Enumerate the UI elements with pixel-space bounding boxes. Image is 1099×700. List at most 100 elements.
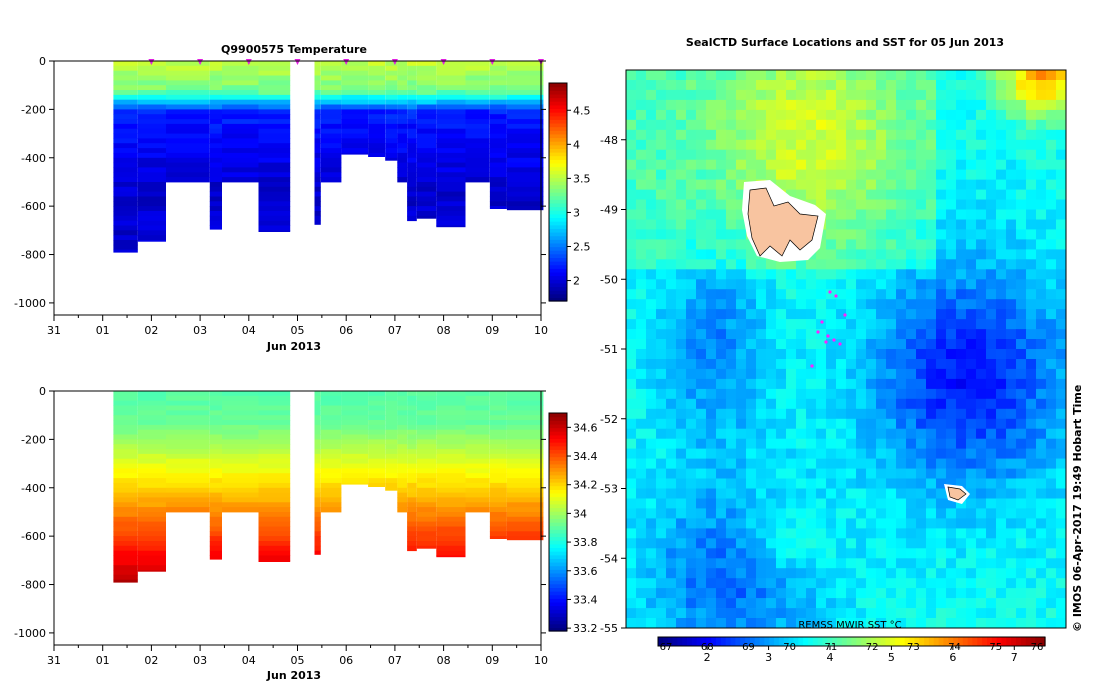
sst-cell — [886, 408, 897, 420]
section-cell — [506, 424, 544, 431]
sst-cell — [996, 438, 1007, 450]
sst-cell — [736, 578, 747, 589]
sst-cell — [646, 608, 657, 619]
sst-cell — [816, 159, 827, 171]
section-cell — [385, 410, 398, 416]
sst-cell — [726, 319, 737, 330]
sst-cell — [736, 488, 747, 499]
sst-cell — [806, 80, 817, 91]
sst-cell — [946, 199, 957, 210]
section-cell — [113, 172, 138, 178]
sst-cell — [966, 498, 977, 509]
sst-cell — [696, 319, 707, 330]
section-cell — [258, 550, 291, 556]
sst-cell — [786, 109, 797, 121]
sst-cell — [816, 428, 827, 440]
sst-cell — [726, 139, 737, 151]
section-cell — [222, 138, 259, 144]
sst-cell — [906, 488, 917, 499]
sst-cell — [1006, 169, 1017, 180]
section-cell — [209, 516, 222, 523]
section-cell — [407, 541, 417, 547]
sst-cell — [1006, 319, 1017, 330]
section-cell — [436, 444, 466, 450]
sst-cell — [946, 299, 957, 310]
sst-cell — [726, 109, 737, 121]
sst-cell — [966, 289, 977, 300]
sst-cell — [676, 109, 687, 121]
sst-cell — [786, 299, 797, 310]
sst-colorbar-swatch — [895, 637, 901, 646]
sst-cell — [736, 438, 747, 450]
sst-cell — [906, 398, 917, 410]
sst-cell — [756, 488, 767, 499]
sst-cell — [896, 398, 907, 410]
sst-cell — [1056, 408, 1067, 420]
sst-colorbar-swatch — [672, 637, 678, 646]
sst-cell — [966, 568, 977, 579]
sst-cell — [626, 518, 637, 529]
sst-colorbar-swatch — [716, 637, 722, 646]
sst-cell — [926, 109, 937, 121]
sst-cell — [766, 418, 777, 430]
sst-cell — [1036, 488, 1047, 499]
sst-cell — [986, 169, 997, 180]
sst-cell — [696, 488, 707, 499]
sst-cell — [736, 339, 747, 350]
sst-cell — [976, 548, 987, 559]
section-cell — [341, 109, 369, 115]
salinity-x-axis: 31 01 02 03 04 05 06 07 08 09 10 — [47, 645, 548, 667]
sst-cell — [996, 149, 1007, 161]
section-cell — [385, 99, 398, 105]
sst-cell — [876, 378, 887, 390]
sst-cell — [996, 109, 1007, 121]
sst-cell — [696, 588, 707, 599]
section-cell — [489, 400, 507, 406]
sst-cell — [706, 418, 717, 430]
sst-cell — [836, 528, 847, 539]
section-cell — [416, 128, 437, 134]
section-cell — [506, 502, 544, 508]
sst-cell — [1016, 249, 1027, 260]
sst-cell — [706, 398, 717, 410]
section-cell — [436, 114, 466, 120]
sst-cell — [836, 249, 847, 260]
sst-cell — [846, 568, 857, 579]
sst-cell — [996, 229, 1007, 240]
sst-cell — [736, 498, 747, 509]
section-cell — [397, 449, 407, 455]
colorbar-swatch — [549, 623, 567, 628]
section-cell — [506, 65, 544, 72]
sst-colorbar-swatch — [851, 637, 857, 646]
sst-cell — [746, 169, 757, 180]
section-cell — [137, 492, 166, 498]
sst-colorbar-swatch — [1001, 637, 1007, 646]
sst-cell — [896, 558, 907, 569]
sst-cell — [986, 309, 997, 320]
section-cell — [465, 70, 490, 76]
sst-cell — [1026, 159, 1037, 171]
sst-cell — [966, 70, 977, 81]
section-cell — [222, 143, 259, 149]
sst-cell — [856, 99, 867, 111]
colorbar-swatch — [549, 97, 567, 102]
section-cell — [222, 75, 259, 81]
sst-cell — [1036, 80, 1047, 91]
sst-cell — [696, 139, 707, 151]
sst-cell — [666, 398, 677, 410]
sst-cell — [646, 289, 657, 300]
sst-cell — [836, 199, 847, 210]
sst-cell — [996, 299, 1007, 310]
section-cell — [166, 468, 210, 474]
sst-cell — [1056, 219, 1067, 230]
sst-cell — [756, 139, 767, 151]
section-cell — [113, 196, 138, 202]
sst-cell — [926, 528, 937, 539]
sst-cell — [1016, 139, 1027, 151]
section-cell — [314, 410, 321, 416]
sst-cell — [846, 219, 857, 230]
sst-cell — [976, 568, 987, 579]
sst-cell — [1016, 119, 1027, 131]
sst-cell — [976, 368, 987, 380]
colorbar-swatch — [549, 554, 567, 559]
